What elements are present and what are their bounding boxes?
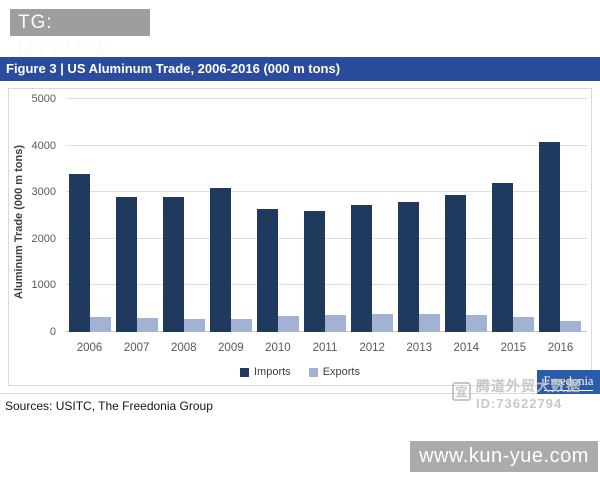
bar-exports-2012 [372,314,394,332]
gridline-5000 [66,98,587,99]
bar-group-2011 [301,99,348,332]
bar-group-2010 [254,99,301,332]
footer-divider [0,393,600,394]
chart-plot-area [66,99,584,332]
bar-group-2015 [490,99,537,332]
tag-banner: TG: MYYJJPP [10,9,150,60]
figure-title: Figure 3 | US Aluminum Trade, 2006-2016 … [6,61,341,76]
bar-group-2012 [349,99,396,332]
bar-group-2013 [396,99,443,332]
bar-imports-2011 [304,210,326,332]
x-axis-labels: 2006 2007 2008 2009 2010 2011 2012 2013 2014 2015… [66,342,584,354]
bar-exports-2011 [325,314,347,332]
x-label-2009: 2009 [218,342,244,354]
bar-exports-2007 [136,317,158,332]
gridline-4000 [66,144,587,146]
legend-label-imports: Imports [254,366,291,378]
x-label-2010: 2010 [265,342,291,354]
bar-exports-2006 [89,317,111,332]
bar-exports-2016 [560,320,582,332]
bar-imports-2006 [68,173,90,332]
y-tick-5000: 5000 [31,93,56,105]
x-label-2014: 2014 [453,342,480,354]
y-tick-4000: 4000 [31,139,56,152]
bar-group-2006 [66,99,113,332]
chart-legend: Imports Exports [9,366,591,378]
gridline-3000 [66,191,587,193]
freedonia-logo: Freedonia [537,370,600,394]
x-label-2011: 2011 [312,342,338,354]
bar-exports-2010 [277,316,299,332]
legend-label-exports: Exports [322,366,360,378]
bar-exports-2013 [419,314,441,332]
bar-group-2014 [443,99,490,332]
bar-imports-2007 [115,196,137,332]
tendata-watermark-id: ID:73622794 [476,396,563,411]
tendata-watermark: 宜 腾道外贸大数据 ID:73622794 [452,376,581,411]
y-tick-0: 0 [49,326,56,338]
bar-exports-2014 [466,315,488,332]
bar-imports-2009 [209,188,231,332]
bar-imports-2014 [445,194,467,332]
y-tick-3000: 3000 [31,186,56,199]
tag-banner-label: TG: MYYJJPP [18,12,111,60]
bar-imports-2015 [492,182,514,332]
freedonia-logo-label: Freedonia [543,374,594,391]
gridline-1000 [66,284,587,286]
bar-group-2009 [207,99,254,332]
bar-imports-2010 [256,208,278,332]
y-tick-1000: 1000 [31,279,56,292]
bar-exports-2015 [513,317,535,332]
bar-imports-2016 [539,141,561,332]
gridline-2000 [66,237,587,239]
legend-item-imports: Imports [240,366,291,378]
y-axis-title: Aluminum Trade (000 m tons) [13,144,25,300]
x-label-2016: 2016 [547,342,574,354]
site-watermark: www.kun-yue.com [410,441,598,472]
tendata-watermark-text: 腾道外贸大数据 ID:73622794 [476,376,581,411]
legend-item-exports: Exports [308,366,360,378]
bar-group-2007 [113,99,160,332]
bar-exports-2008 [183,318,205,332]
site-watermark-label: www.kun-yue.com [419,445,589,467]
bar-group-2016 [537,99,584,332]
legend-swatch-imports [240,367,249,377]
bar-imports-2013 [398,202,420,332]
y-tick-2000: 2000 [31,232,56,245]
x-label-2008: 2008 [170,342,197,354]
bar-group-2008 [160,99,207,332]
aluminum-trade-chart: 0 1000 2000 3000 4000 5000 Aluminum Trade (00… [8,88,592,386]
bar-imports-2008 [162,196,184,332]
figure-header-bar: Figure 3 | US Aluminum Trade, 2006-2016 … [0,57,600,81]
x-label-2013: 2013 [406,342,432,354]
tendata-logo-icon: 宜 [452,382,471,401]
x-label-2006: 2006 [76,342,103,354]
bar-exports-2009 [230,319,252,332]
x-label-2012: 2012 [359,342,385,354]
x-label-2015: 2015 [500,342,527,354]
x-label-2007: 2007 [123,342,150,354]
sources-note: Sources: USITC, The Freedonia Group [5,399,213,413]
bar-imports-2012 [351,205,373,332]
legend-swatch-exports [308,367,318,377]
tendata-watermark-title: 腾道外贸大数据 [476,378,581,394]
